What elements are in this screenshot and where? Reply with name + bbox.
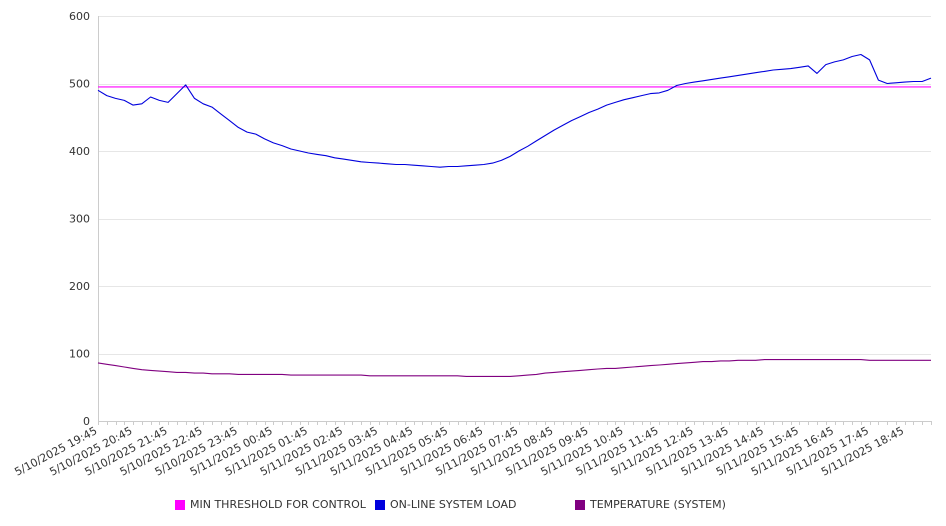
legend-label-min-threshold: MIN THRESHOLD FOR CONTROL (190, 498, 366, 511)
y-tick-label: 0 (83, 415, 90, 428)
series-line-system-load (97, 53, 932, 168)
series-lines (97, 53, 932, 377)
legend-label-temperature: TEMPERATURE (SYSTEM) (590, 498, 726, 511)
y-tick-label: 300 (69, 213, 90, 226)
y-tick-label: 600 (69, 10, 90, 23)
legend-swatch-min-threshold (175, 499, 185, 510)
y-tick-label: 400 (69, 145, 90, 158)
legend-item-system-load[interactable]: ON-LINE SYSTEM LOAD (375, 498, 516, 511)
legend-item-min-threshold[interactable]: MIN THRESHOLD FOR CONTROL (175, 498, 366, 511)
legend: MIN THRESHOLD FOR CONTROL ON-LINE SYSTEM… (0, 498, 946, 516)
legend-swatch-temperature (575, 499, 585, 510)
legend-label-system-load: ON-LINE SYSTEM LOAD (390, 498, 517, 511)
y-tick-label: 100 (69, 348, 90, 361)
series-line-temperature (97, 359, 931, 377)
legend-item-temperature[interactable]: TEMPERATURE (SYSTEM) (575, 498, 726, 511)
axes (98, 16, 932, 425)
grid-lines (98, 16, 931, 422)
y-tick-label: 200 (69, 280, 90, 293)
legend-swatch-system-load (375, 499, 385, 510)
y-tick-label: 500 (69, 78, 90, 91)
y-axis-tick-labels: 0 100 200 300 400 500 600 (69, 10, 90, 428)
x-axis-tick-labels: 5/10/2025 19:455/10/2025 20:455/10/2025 … (12, 424, 906, 478)
